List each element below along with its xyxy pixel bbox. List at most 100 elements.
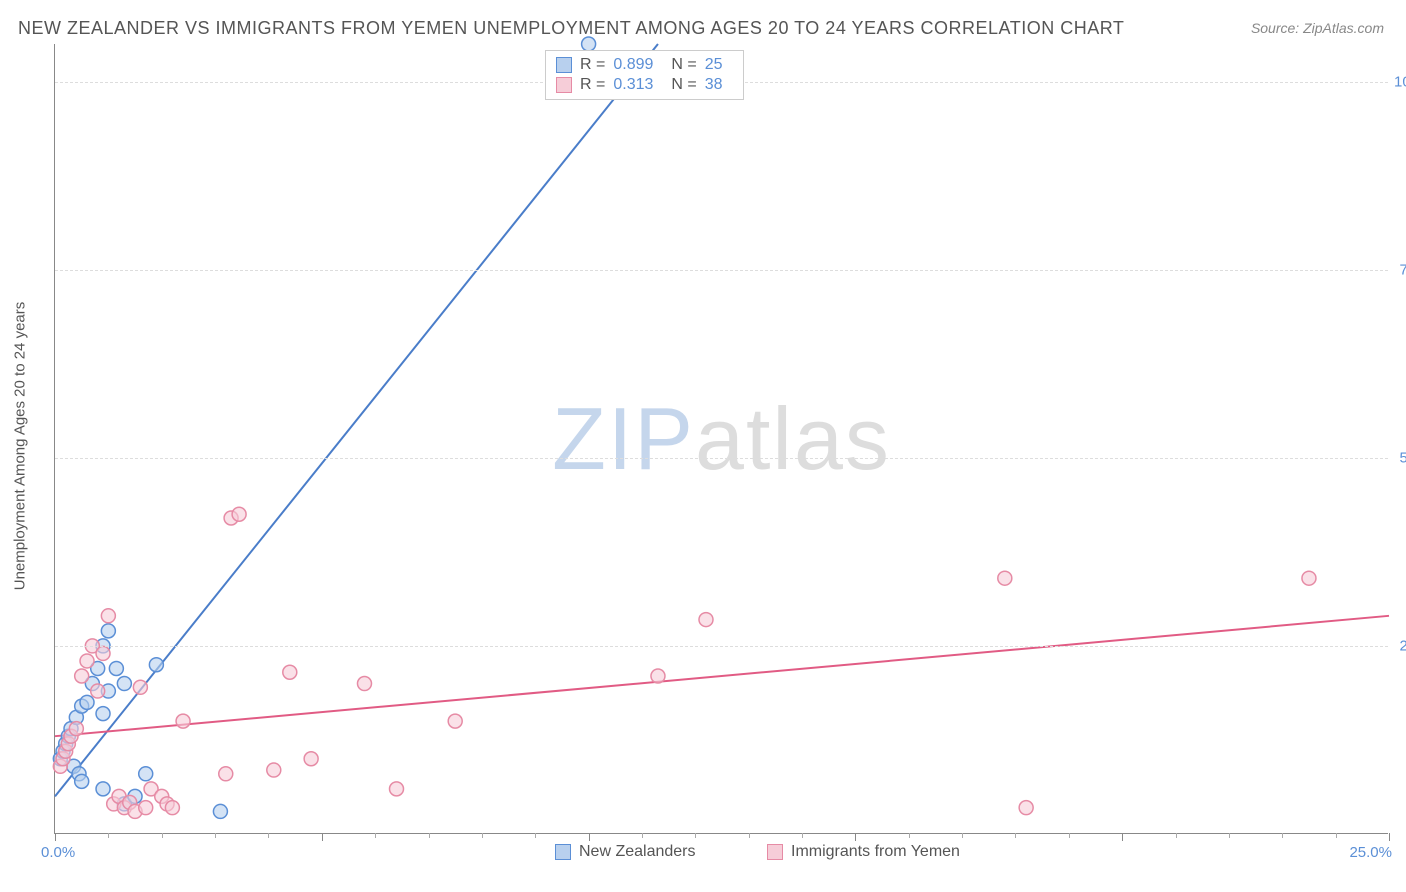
x-tick xyxy=(1336,833,1337,838)
x-tick xyxy=(55,833,56,841)
data-point xyxy=(160,797,174,811)
n-value: 38 xyxy=(705,76,723,94)
watermark: ZIPatlas xyxy=(552,388,891,490)
data-point xyxy=(165,801,179,815)
data-point xyxy=(155,789,169,803)
gridline xyxy=(55,458,1388,459)
data-point xyxy=(75,774,89,788)
x-tick xyxy=(1389,833,1390,841)
x-tick xyxy=(749,833,750,838)
data-point xyxy=(101,609,115,623)
data-point xyxy=(1019,801,1033,815)
x-tick xyxy=(1069,833,1070,838)
x-tick xyxy=(108,833,109,838)
data-point xyxy=(96,646,110,660)
x-tick xyxy=(1229,833,1230,838)
x-tick xyxy=(535,833,536,838)
n-label: N = xyxy=(671,76,696,94)
data-point xyxy=(61,737,75,751)
data-point xyxy=(53,752,67,766)
r-label: R = xyxy=(580,76,605,94)
x-tick xyxy=(1176,833,1177,838)
data-point xyxy=(267,763,281,777)
source-label: Source: ZipAtlas.com xyxy=(1251,20,1384,36)
data-point xyxy=(133,680,147,694)
x-tick xyxy=(322,833,323,841)
data-point xyxy=(144,782,158,796)
data-point xyxy=(96,707,110,721)
data-point xyxy=(80,654,94,668)
data-point xyxy=(69,722,83,736)
data-point xyxy=(64,722,78,736)
data-point xyxy=(213,804,227,818)
data-point xyxy=(75,669,89,683)
x-tick xyxy=(962,833,963,838)
x-tick xyxy=(215,833,216,838)
data-point xyxy=(149,658,163,672)
data-point xyxy=(448,714,462,728)
data-point xyxy=(117,801,131,815)
data-point xyxy=(72,767,86,781)
chart-title: NEW ZEALANDER VS IMMIGRANTS FROM YEMEN U… xyxy=(18,18,1124,39)
watermark-atlas: atlas xyxy=(695,389,891,488)
gridline xyxy=(55,646,1388,647)
x-tick xyxy=(802,833,803,838)
data-point xyxy=(582,37,596,51)
y-axis-label: Unemployment Among Ages 20 to 24 years xyxy=(12,302,29,591)
data-point xyxy=(80,695,94,709)
data-point xyxy=(101,684,115,698)
data-point xyxy=(1302,571,1316,585)
data-point xyxy=(998,571,1012,585)
data-point xyxy=(117,797,131,811)
series-legend-label: Immigrants from Yemen xyxy=(791,843,960,861)
data-point xyxy=(219,767,233,781)
legend-swatch xyxy=(556,77,572,93)
data-point xyxy=(390,782,404,796)
r-label: R = xyxy=(580,56,605,74)
y-tick-label: 25.0% xyxy=(1394,637,1406,654)
data-point xyxy=(61,729,75,743)
data-point xyxy=(699,613,713,627)
x-tick xyxy=(909,833,910,838)
series-legend-item: Immigrants from Yemen xyxy=(767,843,960,861)
data-point xyxy=(59,744,73,758)
trend-line xyxy=(55,44,658,796)
legend-swatch xyxy=(767,844,783,860)
data-point xyxy=(232,507,246,521)
x-tick xyxy=(162,833,163,838)
data-point xyxy=(107,797,121,811)
y-tick-label: 50.0% xyxy=(1394,449,1406,466)
data-point xyxy=(304,752,318,766)
x-tick xyxy=(855,833,856,841)
data-point xyxy=(69,710,83,724)
watermark-zip: ZIP xyxy=(552,389,695,488)
data-point xyxy=(139,767,153,781)
data-point xyxy=(56,752,70,766)
r-value: 0.313 xyxy=(613,76,653,94)
x-tick xyxy=(1282,833,1283,838)
data-point xyxy=(56,744,70,758)
y-tick-label: 100.0% xyxy=(1394,73,1406,90)
correlation-legend: R = 0.899 N = 25 R = 0.313 N = 38 xyxy=(545,50,744,100)
x-tick xyxy=(589,833,590,841)
n-label: N = xyxy=(671,56,696,74)
n-value: 25 xyxy=(705,56,723,74)
legend-swatch xyxy=(556,57,572,73)
x-tick xyxy=(429,833,430,838)
data-point xyxy=(651,669,665,683)
data-point xyxy=(123,795,137,809)
legend-swatch xyxy=(555,844,571,860)
x-tick xyxy=(642,833,643,838)
data-point xyxy=(128,804,142,818)
data-point xyxy=(357,677,371,691)
x-tick-label-start: 0.0% xyxy=(41,844,75,861)
r-value: 0.899 xyxy=(613,56,653,74)
chart-container: NEW ZEALANDER VS IMMIGRANTS FROM YEMEN U… xyxy=(0,0,1406,892)
data-point xyxy=(117,677,131,691)
x-tick-label-end: 25.0% xyxy=(1349,844,1392,861)
correlation-legend-row: R = 0.313 N = 38 xyxy=(556,75,733,95)
x-tick xyxy=(695,833,696,838)
data-point xyxy=(176,714,190,728)
plot-area: ZIPatlas 25.0%50.0%75.0%100.0%0.0%25.0%R… xyxy=(54,44,1388,834)
x-tick xyxy=(482,833,483,838)
